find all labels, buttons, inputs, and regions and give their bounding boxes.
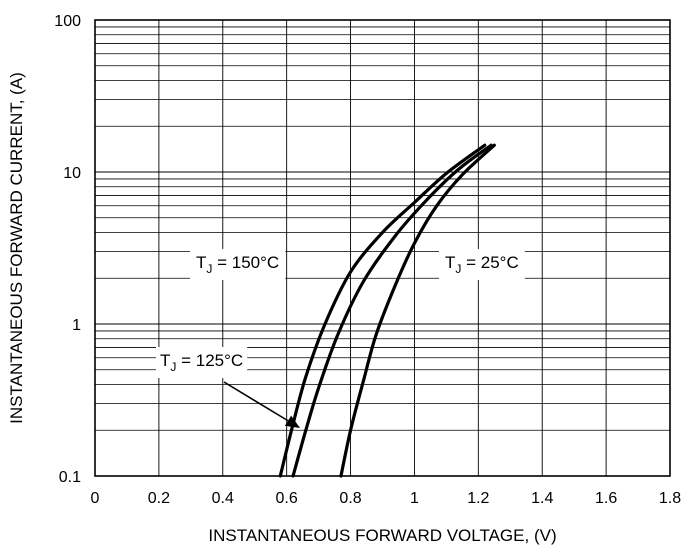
annotation-suffix: = 125°C: [176, 351, 243, 370]
x-tick-label: 0.6: [276, 490, 298, 507]
annotation-arrowhead: [284, 415, 300, 428]
svg-text:TJ = 125°C: TJ = 125°C: [160, 351, 243, 374]
annotation-tj-150: TJ = 150°C: [190, 249, 286, 280]
x-tick-label: 1.4: [531, 490, 553, 507]
y-tick-labels: 0.1 1 10 100: [54, 13, 81, 486]
x-tick-label: 1.2: [467, 490, 489, 507]
svg-text:TJ = 150°C: TJ = 150°C: [196, 253, 279, 276]
series-line-2: [291, 143, 493, 478]
annotation-suffix: = 150°C: [212, 253, 279, 272]
annotation-prefix: T: [196, 253, 206, 272]
x-axis-label: INSTANTANEOUS FORWARD VOLTAGE, (V): [208, 526, 556, 545]
x-tick-label: 0.4: [212, 490, 234, 507]
svg-text:TJ = 25°C: TJ = 25°C: [445, 253, 519, 276]
annotation-tj-125: TJ = 125°C: [156, 347, 300, 428]
annotation-arrow: [223, 381, 289, 422]
annotation-subscript: J: [455, 262, 461, 276]
grid: [95, 20, 670, 476]
annotation-prefix: T: [160, 351, 170, 370]
x-tick-label: 1: [410, 490, 419, 507]
annotation-subscript: J: [206, 262, 212, 276]
annotation-tj-25: TJ = 25°C: [439, 249, 525, 280]
y-axis-label: INSTANTANEOUS FORWARD CURRENT, (A): [7, 72, 26, 424]
series-group: [278, 143, 496, 478]
x-tick-label: 0: [91, 490, 100, 507]
y-tick-label: 10: [63, 165, 81, 182]
x-tick-label: 1.6: [595, 490, 617, 507]
x-tick-label: 0.2: [148, 490, 170, 507]
annotation-suffix: = 25°C: [461, 253, 518, 272]
series-line-1: [278, 143, 487, 478]
series-line-3: [339, 143, 496, 478]
x-tick-label: 0.8: [339, 490, 361, 507]
x-tick-label: 1.8: [659, 490, 681, 507]
annotation-prefix: T: [445, 253, 455, 272]
y-tick-label: 0.1: [59, 469, 81, 486]
y-tick-label: 1: [72, 317, 81, 334]
plot-frame: [94, 19, 671, 477]
x-tick-labels: 0 0.2 0.4 0.6 0.8 1 1.2 1.4 1.6 1.8: [91, 490, 682, 507]
annotation-subscript: J: [170, 360, 176, 374]
y-tick-label: 100: [54, 13, 81, 30]
